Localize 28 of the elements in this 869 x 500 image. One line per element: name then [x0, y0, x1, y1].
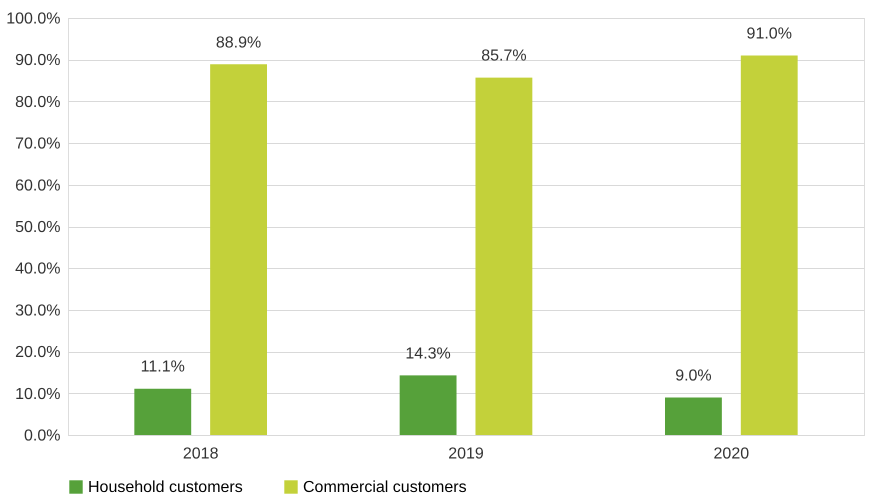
legend-label: Commercial customers [303, 479, 467, 496]
legend-label: Household customers [88, 479, 243, 496]
bar [740, 56, 798, 435]
bar [210, 64, 267, 435]
data-label: 11.1% [140, 358, 185, 376]
y-tick-label: 10.0% [15, 386, 60, 403]
data-label: 91.0% [746, 26, 792, 43]
bar [134, 388, 192, 435]
y-tick-label: 30.0% [15, 302, 60, 320]
y-tick-label: 60.0% [15, 177, 60, 194]
y-tick-label: 0.0% [24, 428, 60, 444]
bar [400, 375, 457, 435]
y-tick-label: 100.0% [6, 10, 60, 28]
bar [665, 397, 722, 435]
bar [475, 78, 532, 435]
y-tick-label: 50.0% [15, 219, 60, 236]
data-label: 14.3% [405, 345, 451, 362]
data-label: 88.9% [216, 34, 262, 52]
y-tick-label: 20.0% [15, 344, 60, 362]
data-label: 9.0% [675, 367, 712, 384]
data-label: 85.7% [481, 48, 527, 65]
y-tick-label: 40.0% [15, 260, 60, 278]
y-tick-label: 90.0% [15, 52, 60, 70]
x-tick-label: 2019 [448, 446, 484, 462]
y-tick-label: 70.0% [15, 136, 60, 153]
y-tick-label: 80.0% [15, 94, 60, 111]
x-tick-label: 2018 [182, 446, 219, 462]
x-tick-label: 2020 [714, 446, 750, 462]
